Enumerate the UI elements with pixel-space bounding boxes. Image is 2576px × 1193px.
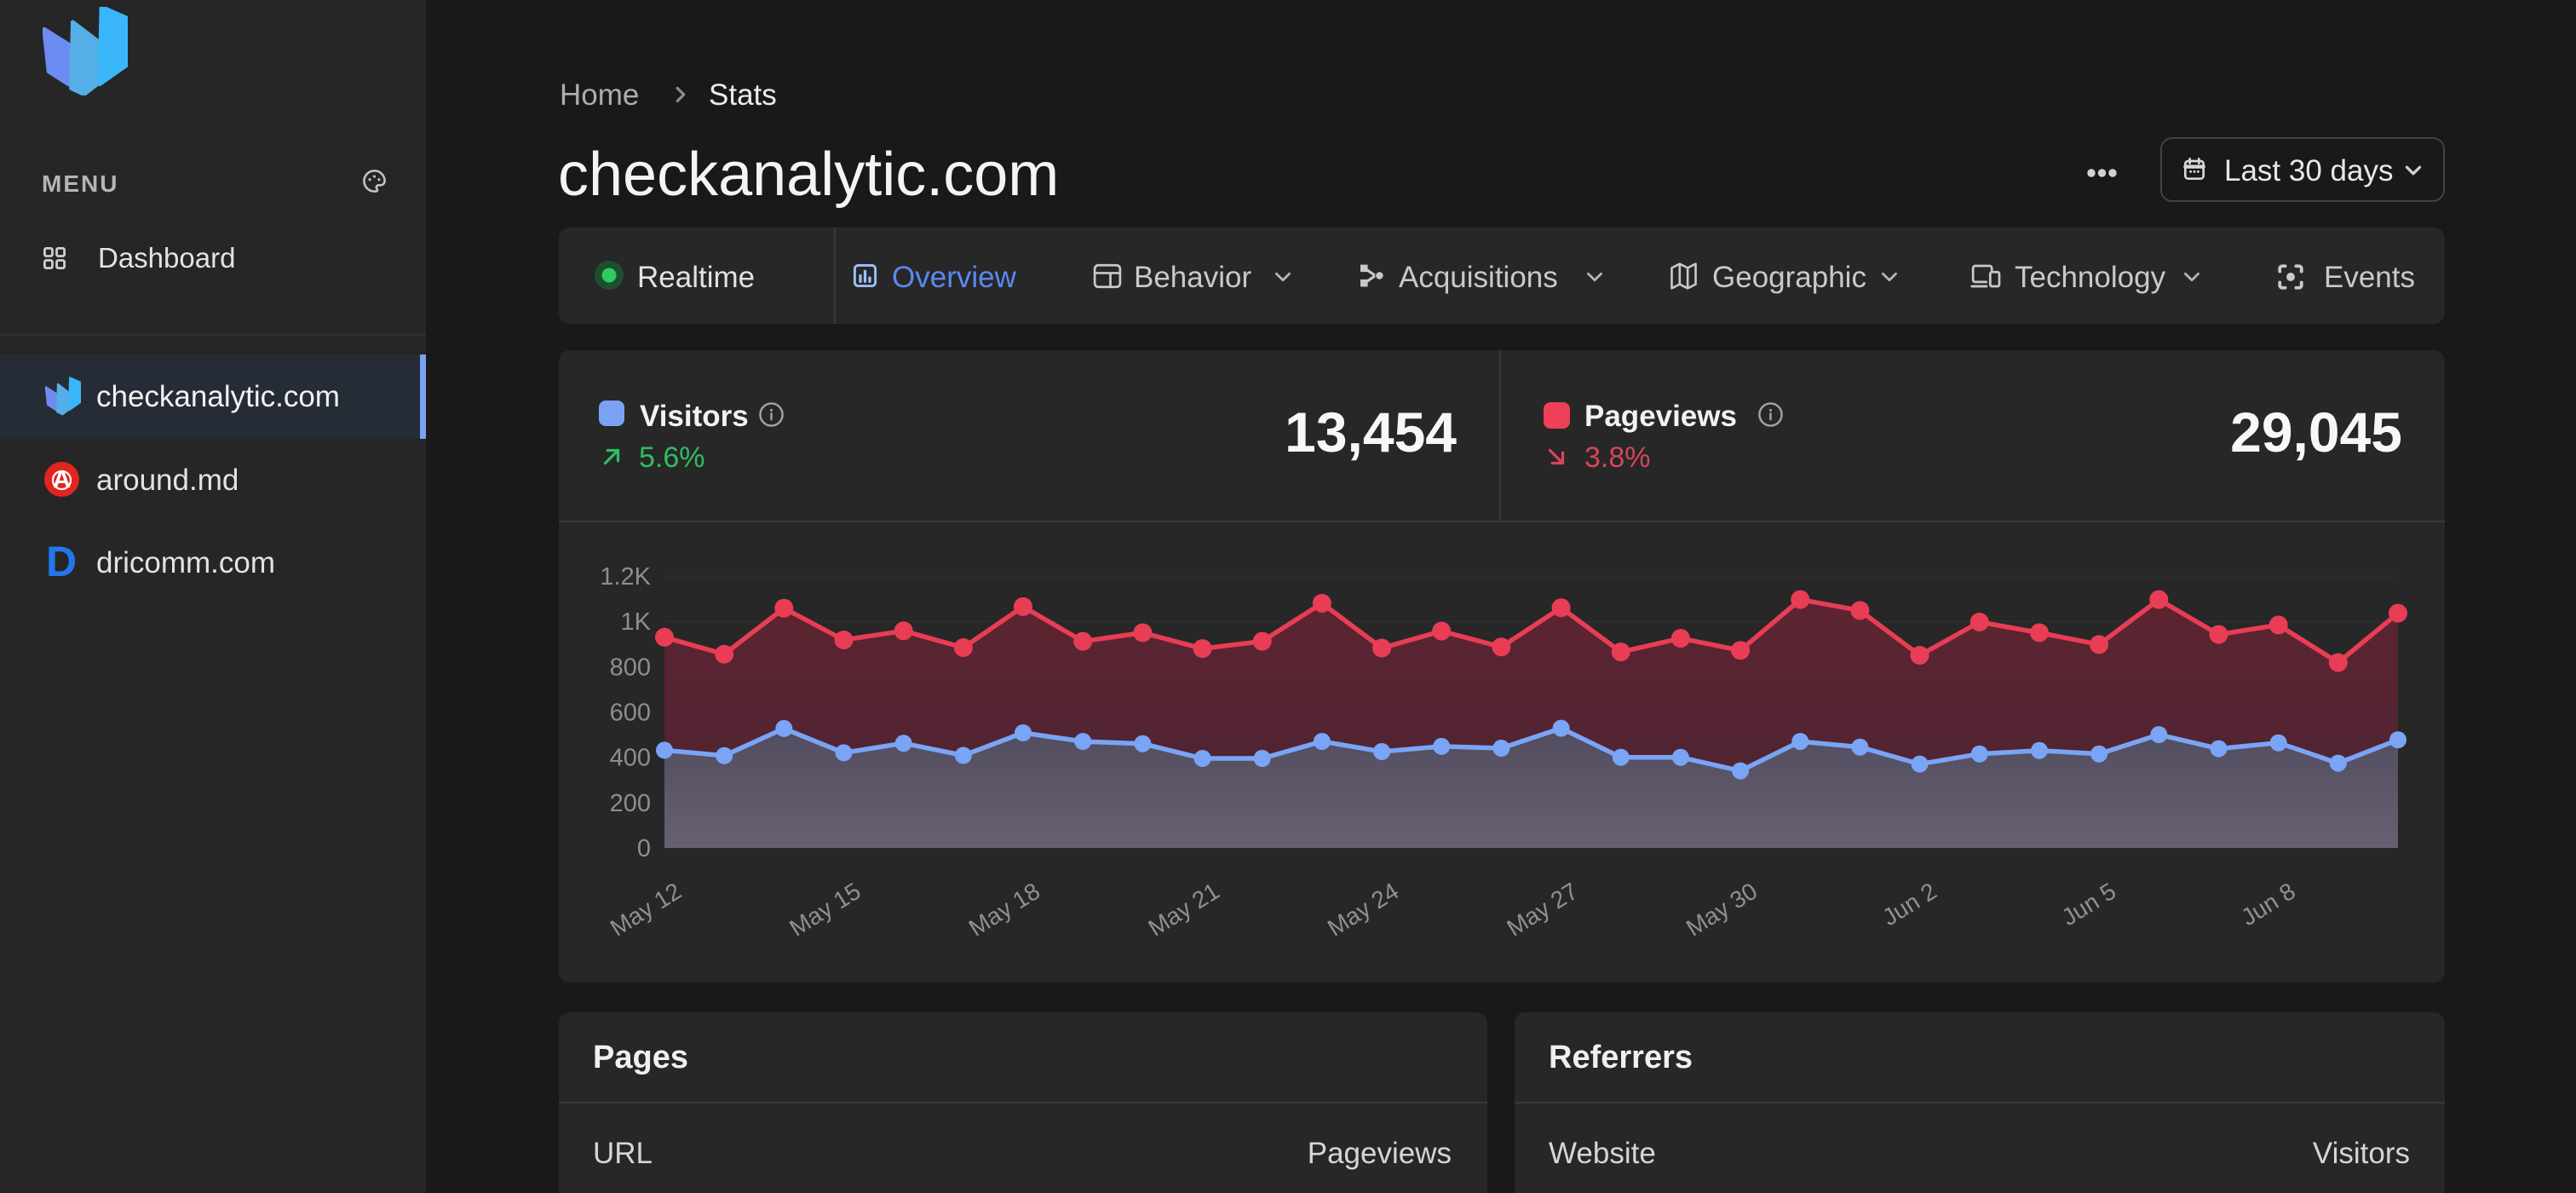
- svg-text:May 21: May 21: [1143, 878, 1223, 942]
- svg-text:200: 200: [610, 790, 651, 817]
- svg-text:600: 600: [610, 700, 651, 727]
- svg-text:May 12: May 12: [606, 878, 686, 942]
- svg-text:Jun 2: Jun 2: [1877, 878, 1941, 931]
- svg-text:400: 400: [610, 745, 651, 772]
- svg-text:800: 800: [610, 654, 651, 681]
- svg-text:May 24: May 24: [1323, 878, 1403, 942]
- svg-text:1.2K: 1.2K: [600, 563, 651, 591]
- svg-text:May 27: May 27: [1502, 878, 1582, 942]
- svg-text:Jun 5: Jun 5: [2057, 878, 2121, 931]
- svg-text:Jun 8: Jun 8: [2236, 878, 2300, 931]
- svg-text:May 18: May 18: [964, 878, 1044, 942]
- svg-text:May 30: May 30: [1682, 878, 1762, 942]
- svg-text:1K: 1K: [621, 608, 652, 636]
- svg-text:0: 0: [637, 835, 651, 862]
- svg-text:May 15: May 15: [785, 878, 865, 942]
